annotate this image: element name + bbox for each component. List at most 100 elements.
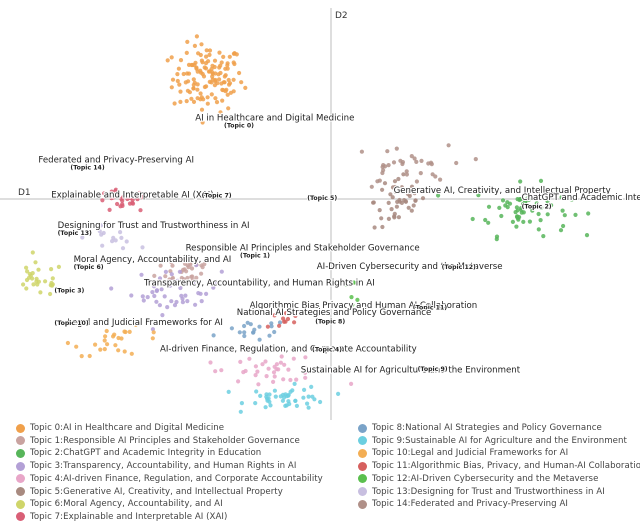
topic-4-point xyxy=(286,367,291,372)
topic-3-point xyxy=(141,298,146,303)
legend-swatch xyxy=(358,436,367,446)
topic-6-point xyxy=(27,271,32,277)
topic-3-point xyxy=(185,299,190,304)
topic-11-point xyxy=(283,319,288,324)
topic-7-point xyxy=(109,189,114,194)
topic-12-point xyxy=(349,295,354,300)
legend-item-topic-6: Topic 6:Moral Agency, Accountability, an… xyxy=(16,498,223,510)
topic-0-point xyxy=(175,72,180,77)
topic-8-point xyxy=(248,322,253,327)
topic-8-point xyxy=(242,323,247,329)
topic-0-point xyxy=(177,82,182,87)
topic-2-point xyxy=(549,203,554,208)
topic-10-point xyxy=(119,336,124,341)
topic-0-point xyxy=(213,96,218,101)
legend-item-topic-10: Topic 10:Legal and Judicial Frameworks f… xyxy=(358,447,568,459)
topic-14-point xyxy=(426,161,431,166)
topic-11-point xyxy=(281,316,286,321)
topic-3-point xyxy=(160,313,165,318)
topic-14-point xyxy=(454,160,459,166)
legend-label: Topic 2:ChatGPT and Academic Integrity i… xyxy=(30,448,262,459)
topic-2-point xyxy=(536,211,541,217)
topic-3-point xyxy=(172,303,178,308)
topic-3-point xyxy=(177,269,182,274)
topic-0-point xyxy=(210,70,215,75)
topic-4-point xyxy=(303,375,308,380)
topic-13-point xyxy=(80,235,85,240)
topic-4-point xyxy=(278,360,283,365)
topic-8-point xyxy=(257,337,262,342)
topic-10-point xyxy=(113,343,118,348)
topic-1-point xyxy=(199,271,204,276)
legend-label: Topic 10:Legal and Judicial Frameworks f… xyxy=(372,448,569,459)
legend-swatch xyxy=(16,436,25,446)
topic-4-point xyxy=(281,377,286,382)
topic-9-point xyxy=(253,401,258,406)
topic-6-point xyxy=(24,286,29,291)
topic-2-point xyxy=(584,233,590,238)
topic-10-point xyxy=(102,338,107,343)
topic-2-point xyxy=(514,205,520,210)
legend-swatch xyxy=(358,423,367,433)
topic-0-point xyxy=(195,82,200,87)
topic-7-point xyxy=(107,207,112,212)
legend-swatch xyxy=(358,461,367,471)
topic-10-point xyxy=(129,351,134,356)
topic-0-point xyxy=(228,90,233,95)
topic-14-point xyxy=(414,179,419,184)
topic-0-point xyxy=(203,66,209,71)
legend-swatch xyxy=(358,448,367,458)
topic-3-point xyxy=(169,272,174,277)
topic-1-label: Responsible AI Principles and Stakeholde… xyxy=(186,244,420,254)
topic-10-point xyxy=(133,322,138,327)
topic-3-point xyxy=(157,303,162,308)
topic-2-point xyxy=(536,227,541,232)
topic-3-point xyxy=(154,299,159,304)
topic-2-point xyxy=(500,198,506,203)
topic-0-point xyxy=(222,80,227,85)
topic-5-point xyxy=(377,208,382,213)
topic-12-point xyxy=(351,280,357,285)
topic-6-point xyxy=(24,277,30,283)
topic-2-point xyxy=(516,217,521,222)
topic-2-point xyxy=(569,197,574,202)
topic-9-label: Sustainable AI for Agriculture and the E… xyxy=(301,365,521,375)
topic-14-point xyxy=(394,146,399,151)
topic-2-point xyxy=(436,193,441,198)
topic-6-point xyxy=(21,282,26,287)
topic-7-point xyxy=(139,194,144,200)
topic-0-point xyxy=(175,78,180,84)
topic-6-label: Moral Agency, Accountability, and AI xyxy=(74,255,232,265)
topic-9-point xyxy=(305,401,310,406)
topic-13-point xyxy=(110,239,115,244)
topic-6-point xyxy=(24,265,29,270)
topic-14-label: Federated and Privacy-Preserving AI xyxy=(38,155,194,165)
legend-label: Topic 8:National AI Strategies and Polic… xyxy=(372,423,602,433)
topic-2-point xyxy=(541,234,546,239)
topic-0-point xyxy=(205,95,210,100)
topic-0-point xyxy=(217,50,222,55)
topic-0-point xyxy=(231,77,236,82)
legend-item-topic-3: Topic 3:Transparency, Accountability, an… xyxy=(16,460,296,472)
topic-3-point xyxy=(152,293,157,299)
topic-12-tag: (Topic 12) xyxy=(442,264,476,271)
legend-item-topic-11: Topic 11:Algorithmic Bias, Privacy, and … xyxy=(358,460,640,472)
topic-1-point xyxy=(190,278,195,283)
topic-2-point xyxy=(573,212,578,217)
legend-swatch xyxy=(16,461,25,471)
topic-2-point xyxy=(483,217,488,223)
topic-9-point xyxy=(226,389,231,394)
topic-1-point xyxy=(170,263,175,268)
topic-0-point xyxy=(176,66,181,71)
topic-2-point xyxy=(518,179,523,184)
topic-4-point xyxy=(219,368,224,373)
topic-6-point xyxy=(48,291,53,297)
topic-0-point xyxy=(218,70,223,76)
topic-0-point xyxy=(205,101,210,106)
topic-0-point xyxy=(204,84,209,89)
topic-2-point xyxy=(562,213,567,218)
topic-8-point xyxy=(229,326,234,331)
topic-4-point xyxy=(279,354,284,359)
topic-0-point xyxy=(181,71,186,77)
topic-8-point xyxy=(237,330,242,335)
